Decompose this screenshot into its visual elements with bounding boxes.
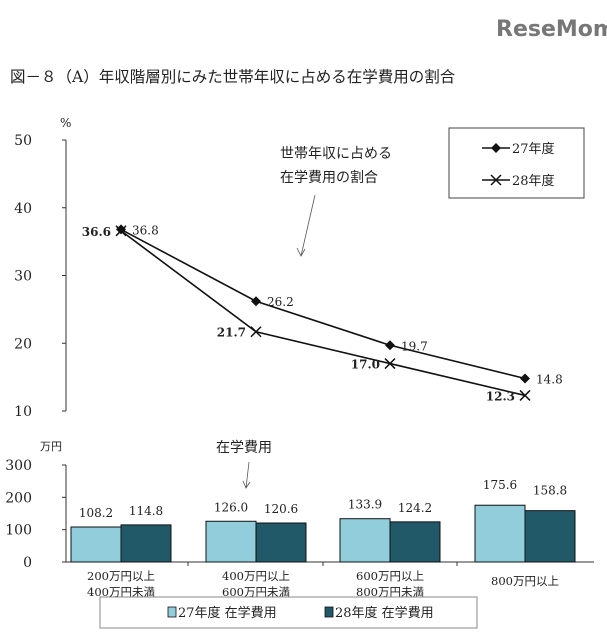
legend-label: 27年度 [512, 141, 555, 157]
data-label: 12.3 [486, 389, 515, 403]
x-marker [115, 225, 127, 237]
y-tick-label: 30 [14, 269, 32, 285]
data-label: 114.8 [129, 504, 163, 518]
y-tick-label: 100 [5, 523, 32, 539]
x-tick-label: 600万円以上 [356, 569, 424, 583]
bar [389, 521, 441, 563]
bar-chart: 万円 0 100 200 300 108.2 126.0 133.9 175.6 114.8 120… [5, 440, 594, 629]
x-marker [250, 326, 262, 338]
chart-title: 図－８（A）年収階層別にみた世帯年収に占める在学費用の割合 [10, 68, 456, 86]
diamond-marker [385, 340, 395, 351]
x-tick-label: 800万円未満 [356, 585, 424, 599]
y-tick-label: 40 [14, 201, 32, 217]
series-line-2 [120, 230, 526, 397]
bar [70, 526, 122, 563]
data-label: 108.2 [79, 506, 113, 520]
line-chart: % 10 20 30 40 50 36.8 26.2 19.7 14.8 36.6 21.7 17.0 1… [14, 116, 585, 420]
legend-swatch [324, 606, 334, 618]
y-tick-label: 300 [5, 458, 32, 474]
legend-diamond-icon [491, 143, 501, 153]
x-tick-label: 400万円以上 [222, 569, 290, 583]
bar [474, 504, 526, 563]
data-label: 14.8 [536, 372, 563, 386]
legend-box [99, 596, 478, 629]
data-label: 175.6 [483, 478, 517, 492]
bar [255, 522, 307, 563]
series-line-1 [120, 228, 526, 380]
x-marker [519, 389, 531, 401]
legend-swatch [167, 606, 177, 618]
legend-label: 28年度 在学費用 [335, 605, 434, 621]
legend-label: 28年度 [512, 173, 555, 189]
data-label: 17.0 [351, 358, 380, 372]
data-label: 133.9 [348, 498, 382, 512]
legend-label: 27年度 在学費用 [178, 605, 277, 621]
y-axis-label: % [60, 116, 71, 130]
legend-box [448, 127, 585, 199]
x-tick-label: 600万円未満 [222, 585, 290, 599]
data-label: 124.2 [398, 501, 432, 515]
bar [339, 518, 391, 563]
x-tick-label: 800万円以上 [491, 574, 559, 588]
y-tick-label: 200 [5, 490, 32, 506]
bar [120, 524, 172, 563]
data-label: 120.6 [264, 502, 298, 516]
y-axis-label: 万円 [40, 440, 62, 453]
x-tick-label: 200万円以上 [87, 569, 155, 583]
annotation: 在学費用 [216, 440, 272, 456]
diamond-marker [251, 296, 261, 307]
annotation-line-2: 在学費用の割合 [280, 169, 378, 186]
y-tick-label: 10 [14, 404, 32, 420]
bar [205, 520, 257, 563]
data-label: 36.8 [132, 223, 159, 237]
y-tick-label: 50 [14, 133, 32, 149]
annotation-arrow-icon [296, 194, 316, 257]
data-label: 126.0 [214, 500, 248, 514]
resemom-logo: ReseMom [496, 17, 607, 42]
x-tick-label: 400万円未満 [87, 585, 155, 599]
legend-x-icon [490, 174, 502, 186]
data-label: 26.2 [267, 295, 294, 309]
data-label: 21.7 [217, 326, 246, 340]
y-tick-label: 0 [23, 555, 32, 571]
data-label: 158.8 [533, 484, 567, 498]
annotation-line-1: 世帯年収に占める [280, 146, 392, 162]
bar [524, 510, 576, 563]
data-label: 36.6 [82, 225, 111, 239]
x-marker [384, 358, 396, 370]
y-tick-label: 20 [14, 336, 32, 352]
annotation-arrow-icon [242, 461, 251, 489]
data-label: 19.7 [401, 339, 428, 353]
diamond-marker [520, 373, 530, 384]
